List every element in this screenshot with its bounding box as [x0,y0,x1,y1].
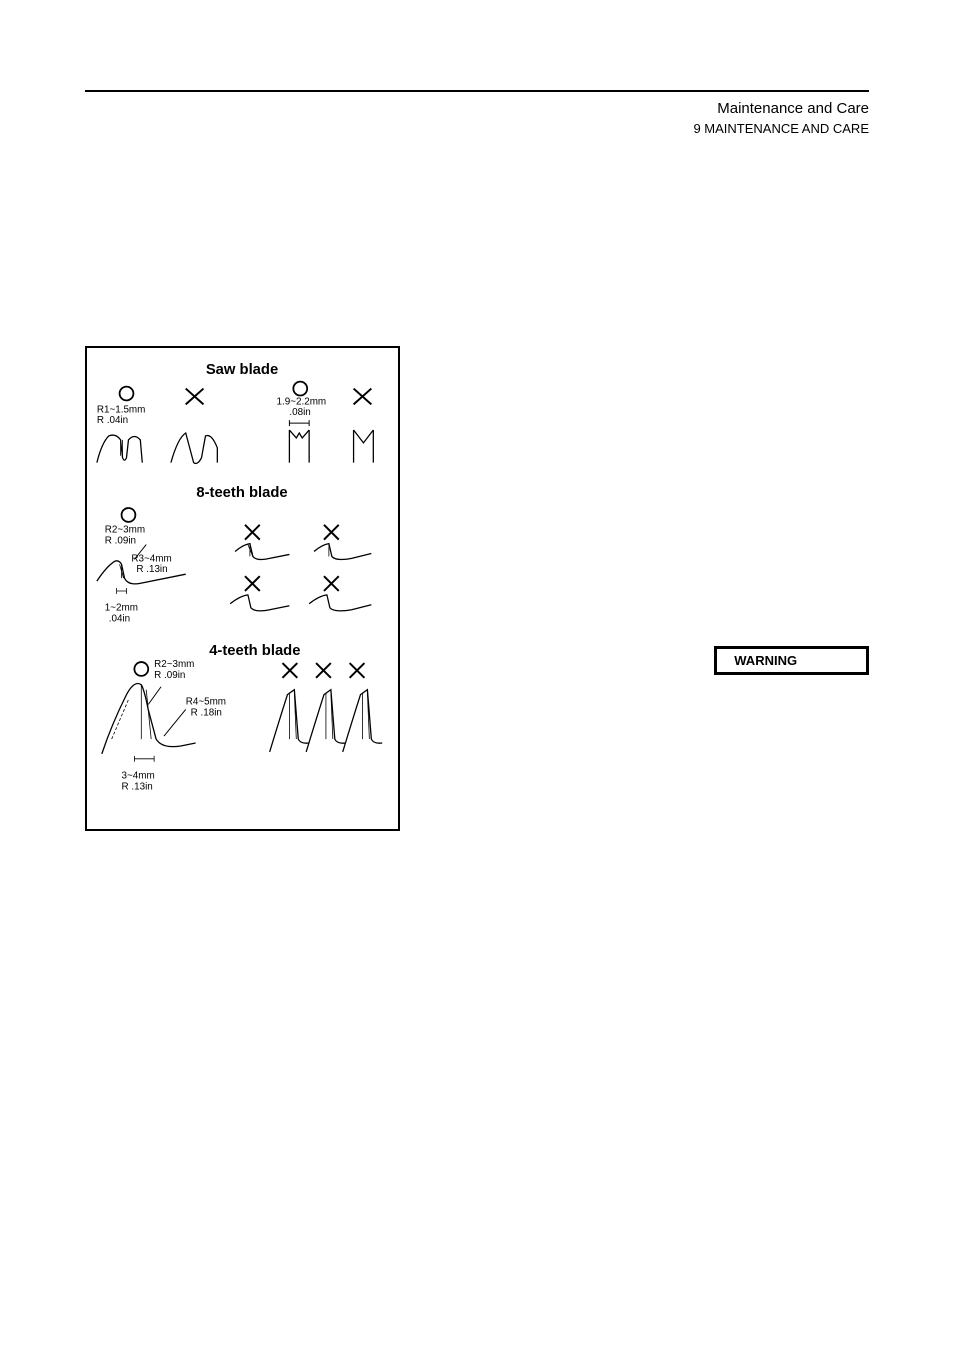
blade-diagram-svg: Saw blade R1~1.5mm R .04in 1.9~2.2mm .08… [87,348,398,829]
saw-blade-title: Saw blade [206,362,278,378]
bad-icon [354,389,372,405]
4t-w-dim: 3~4mm [122,771,155,782]
saw-tooth-good [97,435,142,463]
header-rule [85,90,869,92]
bad-icon [245,576,260,591]
8t-w-dim-in: .04in [109,614,130,625]
warning-box: WARNING [714,646,869,675]
blade-diagram-box: Saw blade R1~1.5mm R .04in 1.9~2.2mm .08… [85,346,400,831]
tooth-top-good [289,430,309,463]
8t-r3-dim-in: R .13in [136,564,167,575]
good-icon [120,387,134,401]
8t-r2-dim: R2~3mm [105,525,145,536]
bad-icon [324,576,339,591]
bad-icon [316,663,331,678]
4t-r2-dim-in: R .09in [154,670,185,681]
good-icon [122,508,136,522]
8t-r2-dim-in: R .09in [105,536,136,547]
4t-r2-dim: R2~3mm [154,659,194,670]
8t-w-dim: 1~2mm [105,603,138,614]
tooth-top-bad [354,430,374,463]
saw-r1-dim: R1~1.5mm [97,404,146,415]
4t-r4-dim: R4~5mm [186,697,226,708]
bad-icon [324,525,339,540]
warning-icon [727,653,731,668]
saw-tooth-bad1 [171,433,217,463]
bad-icon [350,663,365,678]
4t-r4-dim-in: R .18in [191,707,222,718]
4t-w-dim-in: R .13in [122,781,153,792]
4t-good-tooth [102,684,196,754]
warning-label: WARNING [734,653,797,668]
eight-teeth-title: 8-teeth blade [196,485,287,501]
saw-r1-dim-in: R .04in [97,415,128,426]
four-teeth-title: 4-teeth blade [209,643,300,659]
good-icon [134,662,148,676]
bad-icon [245,525,260,540]
8t-r3-dim: R3~4mm [131,553,171,564]
saw-w-dim: 1.9~2.2mm [277,396,327,407]
bad-icon [186,389,204,405]
saw-w-dim-in: .08in [289,407,310,418]
section-number: 9 MAINTENANCE AND CARE [85,121,869,136]
page-title: Maintenance and Care [717,100,869,117]
good-icon [293,382,307,396]
bad-icon [282,663,297,678]
